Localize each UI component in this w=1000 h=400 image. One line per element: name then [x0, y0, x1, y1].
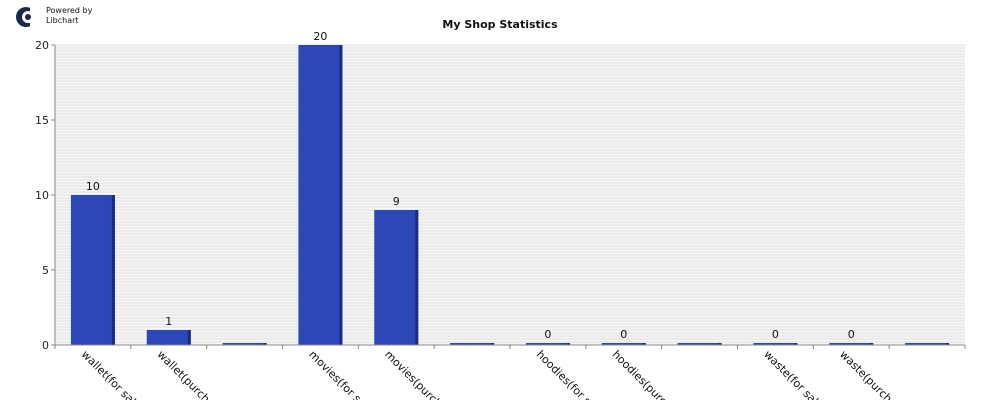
y-axis: 0 5 10 15 20 — [35, 39, 56, 352]
bar — [146, 330, 191, 345]
bar-side — [415, 210, 419, 345]
logo-line-2: Libchart — [46, 16, 79, 25]
bar-face — [298, 45, 343, 345]
bar-face — [753, 343, 798, 345]
chart-title: My Shop Statistics — [442, 18, 558, 31]
x-category-label: wallet(for sal — [79, 348, 139, 400]
bar-value-label: 0 — [772, 328, 779, 341]
libchart-logo-icon — [16, 7, 38, 27]
x-category-label: hoodies(for s — [534, 348, 594, 400]
bar — [905, 343, 950, 345]
bar-side — [870, 343, 874, 345]
y-tick-label: 15 — [35, 114, 49, 127]
y-tick-label: 10 — [35, 189, 49, 202]
bar-face — [905, 343, 950, 345]
bar-side — [263, 343, 267, 345]
bar-side — [642, 343, 646, 345]
bar-side — [718, 343, 722, 345]
bar — [450, 343, 495, 345]
bar — [374, 210, 419, 345]
x-axis: wallet(for sal wallet(purch movies(for sa m… — [54, 344, 966, 400]
gridlines — [55, 44, 965, 346]
logo-line-1: Powered by — [46, 6, 93, 15]
bar — [525, 343, 570, 345]
bar — [677, 343, 722, 345]
bar-side — [794, 343, 798, 345]
bar-value-label: 0 — [848, 328, 855, 341]
bar-face — [222, 343, 267, 345]
y-tick-label: 5 — [42, 264, 49, 277]
bar-face — [829, 343, 874, 345]
bar — [601, 343, 646, 345]
x-category-label: wallet(purch — [155, 348, 213, 400]
y-tick-label: 20 — [35, 39, 49, 52]
x-category-label: movies(for sa — [306, 348, 368, 400]
bar-side — [566, 343, 570, 345]
bar-face — [525, 343, 570, 345]
libchart-logo: Powered by Libchart — [14, 4, 114, 30]
bar — [753, 343, 798, 345]
bar-face — [146, 330, 191, 345]
bar-side — [946, 343, 950, 345]
bar-value-label: 9 — [393, 195, 400, 208]
bar-value-label: 10 — [86, 180, 100, 193]
bar-face — [374, 210, 419, 345]
bar-side — [111, 195, 115, 345]
bar-value-label: 0 — [620, 328, 627, 341]
bar — [829, 343, 874, 345]
bar-face — [450, 343, 495, 345]
x-category-label: waste(for sal — [761, 348, 820, 400]
bar — [70, 195, 115, 345]
bar — [222, 343, 267, 345]
bar-face — [677, 343, 722, 345]
libchart-logo-text: Powered by Libchart — [46, 6, 92, 26]
bars: 10 1 20 9 0 0 0 0 — [70, 30, 950, 345]
bar-side — [339, 45, 343, 345]
bar-value-label: 0 — [544, 328, 551, 341]
bar-value-label: 20 — [313, 30, 327, 43]
x-category-label: movies(purch — [382, 348, 444, 400]
bar-side — [491, 343, 495, 345]
bar-value-label: 1 — [165, 315, 172, 328]
bar-side — [187, 330, 191, 345]
x-category-label: hoodies(purc — [610, 348, 670, 400]
x-category-label: waste(purch — [837, 348, 894, 400]
bar-face — [601, 343, 646, 345]
y-tick-label: 0 — [42, 339, 49, 352]
bar — [298, 45, 343, 345]
bar-face — [70, 195, 115, 345]
